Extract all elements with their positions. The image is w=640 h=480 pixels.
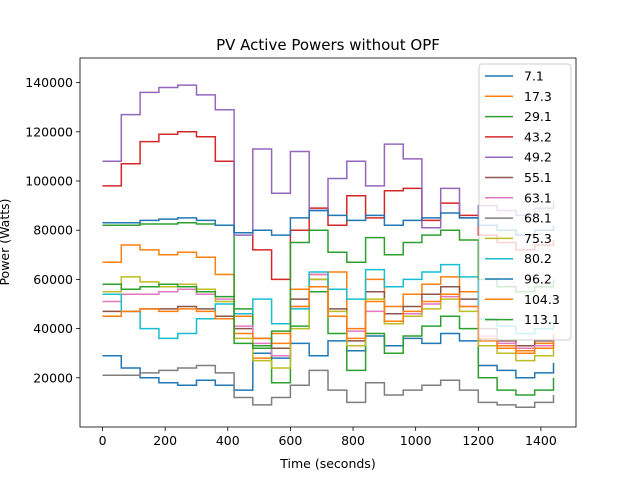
y-tick-label: 120000 xyxy=(25,124,73,139)
series-line-104-3 xyxy=(102,286,555,354)
x-axis-ticks: 0 200 400 600 800 1000 1200 1400 xyxy=(99,427,557,448)
legend-label-55-1: 55.1 xyxy=(524,170,552,185)
x-tick-label: 800 xyxy=(341,433,365,448)
y-tick-label: 140000 xyxy=(25,75,73,90)
x-tick-label: 1200 xyxy=(462,433,494,448)
series-line-49-2 xyxy=(102,84,555,236)
legend-label-29-1: 29.1 xyxy=(524,109,552,124)
legend-box xyxy=(478,63,572,341)
y-tick-label: 80000 xyxy=(33,223,73,238)
y-axis-label: Power (Watts) xyxy=(0,198,12,285)
legend-label-49-2: 49.2 xyxy=(524,150,552,165)
series-line-68-1 xyxy=(102,364,555,409)
x-tick-label: 600 xyxy=(278,433,302,448)
legend-label-63-1: 63.1 xyxy=(524,190,552,205)
y-tick-label: 20000 xyxy=(33,370,73,385)
legend-label-104-3: 104.3 xyxy=(524,292,560,307)
x-tick-label: 1000 xyxy=(400,433,432,448)
y-axis-ticks: 20000 40000 60000 80000 100000 120000 140000 xyxy=(25,75,80,385)
x-tick-label: 200 xyxy=(153,433,177,448)
legend-label-96-2: 96.2 xyxy=(524,272,552,287)
y-tick-label: 40000 xyxy=(33,321,73,336)
legend-label-75-3: 75.3 xyxy=(524,231,552,246)
legend: 7.1 17.3 29.1 43.2 49.2 55.1 63.1 68.1 75.3 80.2 9… xyxy=(478,63,572,341)
legend-label-80-2: 80.2 xyxy=(524,251,552,266)
x-tick-label: 1400 xyxy=(525,433,557,448)
chart-title: PV Active Powers without OPF xyxy=(216,36,440,54)
legend-label-7-1: 7.1 xyxy=(524,69,544,84)
legend-label-43-2: 43.2 xyxy=(524,129,552,144)
legend-label-68-1: 68.1 xyxy=(524,211,552,226)
y-tick-label: 60000 xyxy=(33,272,73,287)
x-axis-label: Time (seconds) xyxy=(279,456,375,471)
x-tick-label: 400 xyxy=(216,433,240,448)
series-line-43-2 xyxy=(102,131,555,281)
y-tick-label: 100000 xyxy=(25,174,73,189)
legend-label-17-3: 17.3 xyxy=(524,89,552,104)
legend-label-113-1: 113.1 xyxy=(524,312,560,327)
series-line-113-1 xyxy=(102,229,555,350)
plot-frame xyxy=(79,57,577,428)
x-tick-label: 0 xyxy=(99,433,107,448)
